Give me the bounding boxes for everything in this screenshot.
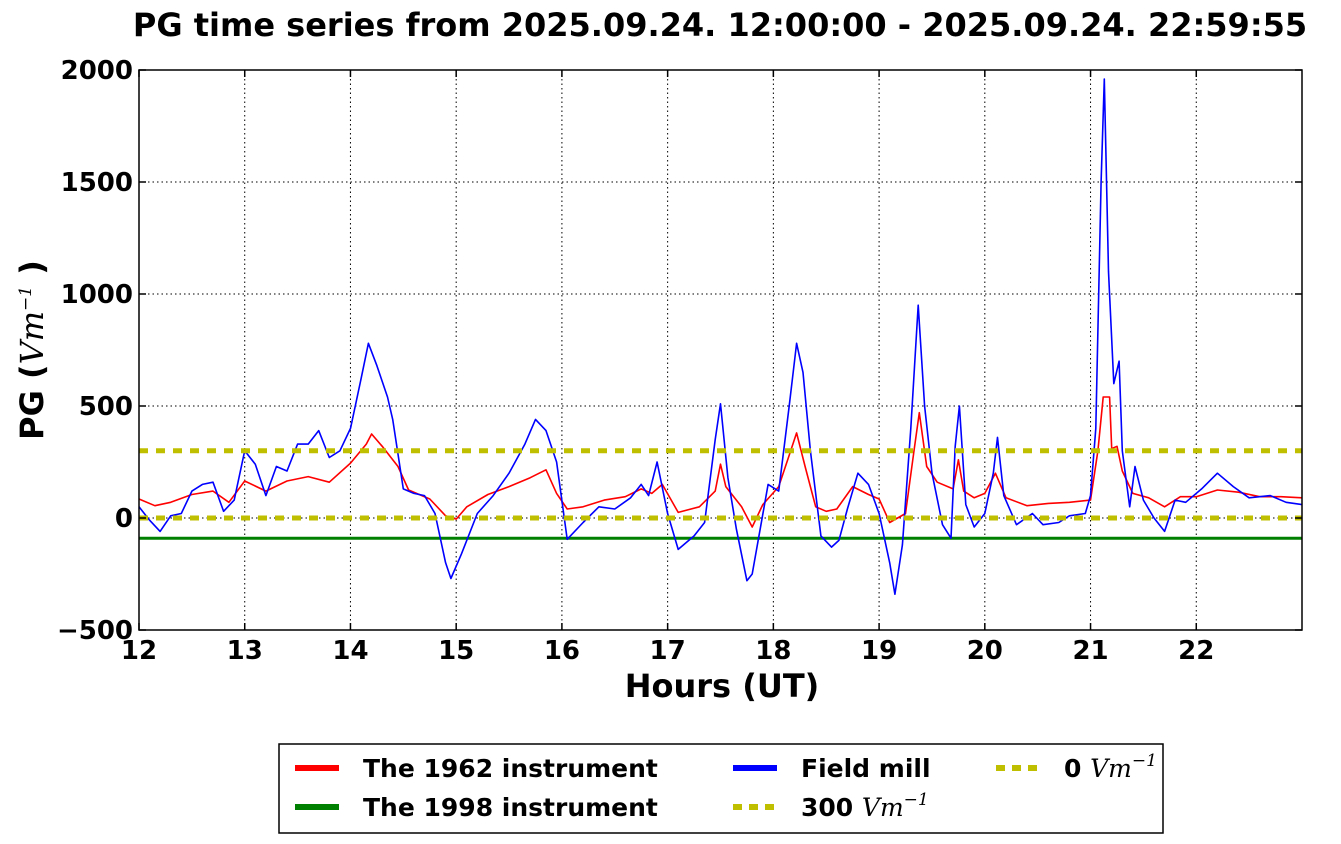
x-tick-label: 15 bbox=[438, 636, 474, 666]
plot-frame bbox=[138, 69, 1303, 631]
y-axis-label-exponent: −1 bbox=[16, 286, 36, 311]
legend-label: The 1998 instrument bbox=[363, 793, 658, 822]
x-tick-label: 14 bbox=[332, 636, 368, 666]
grid-lines bbox=[139, 70, 1302, 630]
series-line-0 bbox=[138, 396, 1303, 528]
legend-frame bbox=[278, 743, 1164, 834]
y-axis-label-suffix: ) bbox=[13, 260, 51, 286]
y-tick-label: 1000 bbox=[61, 280, 133, 310]
series-lines bbox=[138, 78, 1303, 595]
x-tick-label: 19 bbox=[861, 636, 897, 666]
y-axis-label-prefix: PG ( bbox=[13, 364, 51, 439]
x-tick-label: 12 bbox=[121, 636, 157, 666]
x-tick-label: 21 bbox=[1072, 636, 1108, 666]
y-axis-label: PG (Vm−1 ) bbox=[13, 260, 51, 440]
x-tick-label: 16 bbox=[544, 636, 580, 666]
y-tick-label: 0 bbox=[115, 504, 133, 534]
legend-label: The 1962 instrument bbox=[363, 754, 658, 783]
legend-label: Field mill bbox=[801, 754, 931, 783]
x-tick-label: 18 bbox=[755, 636, 791, 666]
x-tick-label: 17 bbox=[650, 636, 686, 666]
legend-label: 300 Vm−1 bbox=[801, 790, 929, 822]
y-axis-label-unit: Vm bbox=[13, 311, 51, 364]
y-tick-label: 1500 bbox=[61, 168, 133, 198]
series-line-2 bbox=[138, 78, 1303, 595]
x-axis-label: Hours (UT) bbox=[625, 667, 820, 705]
y-tick-label: 2000 bbox=[61, 56, 133, 86]
legend-items: The 1962 instrument The 1998 instrument Fi… bbox=[295, 751, 1157, 822]
x-tick-label: 13 bbox=[227, 636, 263, 666]
y-axis-ticks: −500 0 500 1000 1500 2000 bbox=[57, 56, 1302, 646]
chart-title: PG time series from 2025.09.24. 12:00:00… bbox=[133, 6, 1307, 44]
y-tick-label: 500 bbox=[79, 392, 133, 422]
x-axis-ticks: 12 13 14 15 16 17 18 19 20 21 22 bbox=[121, 70, 1214, 666]
legend-label: 0 Vm−1 bbox=[1064, 751, 1157, 783]
x-tick-label: 20 bbox=[967, 636, 1003, 666]
legend: The 1962 instrument The 1998 instrument Fi… bbox=[278, 743, 1164, 834]
y-tick-label: −500 bbox=[57, 616, 133, 646]
x-tick-label: 22 bbox=[1178, 636, 1214, 666]
